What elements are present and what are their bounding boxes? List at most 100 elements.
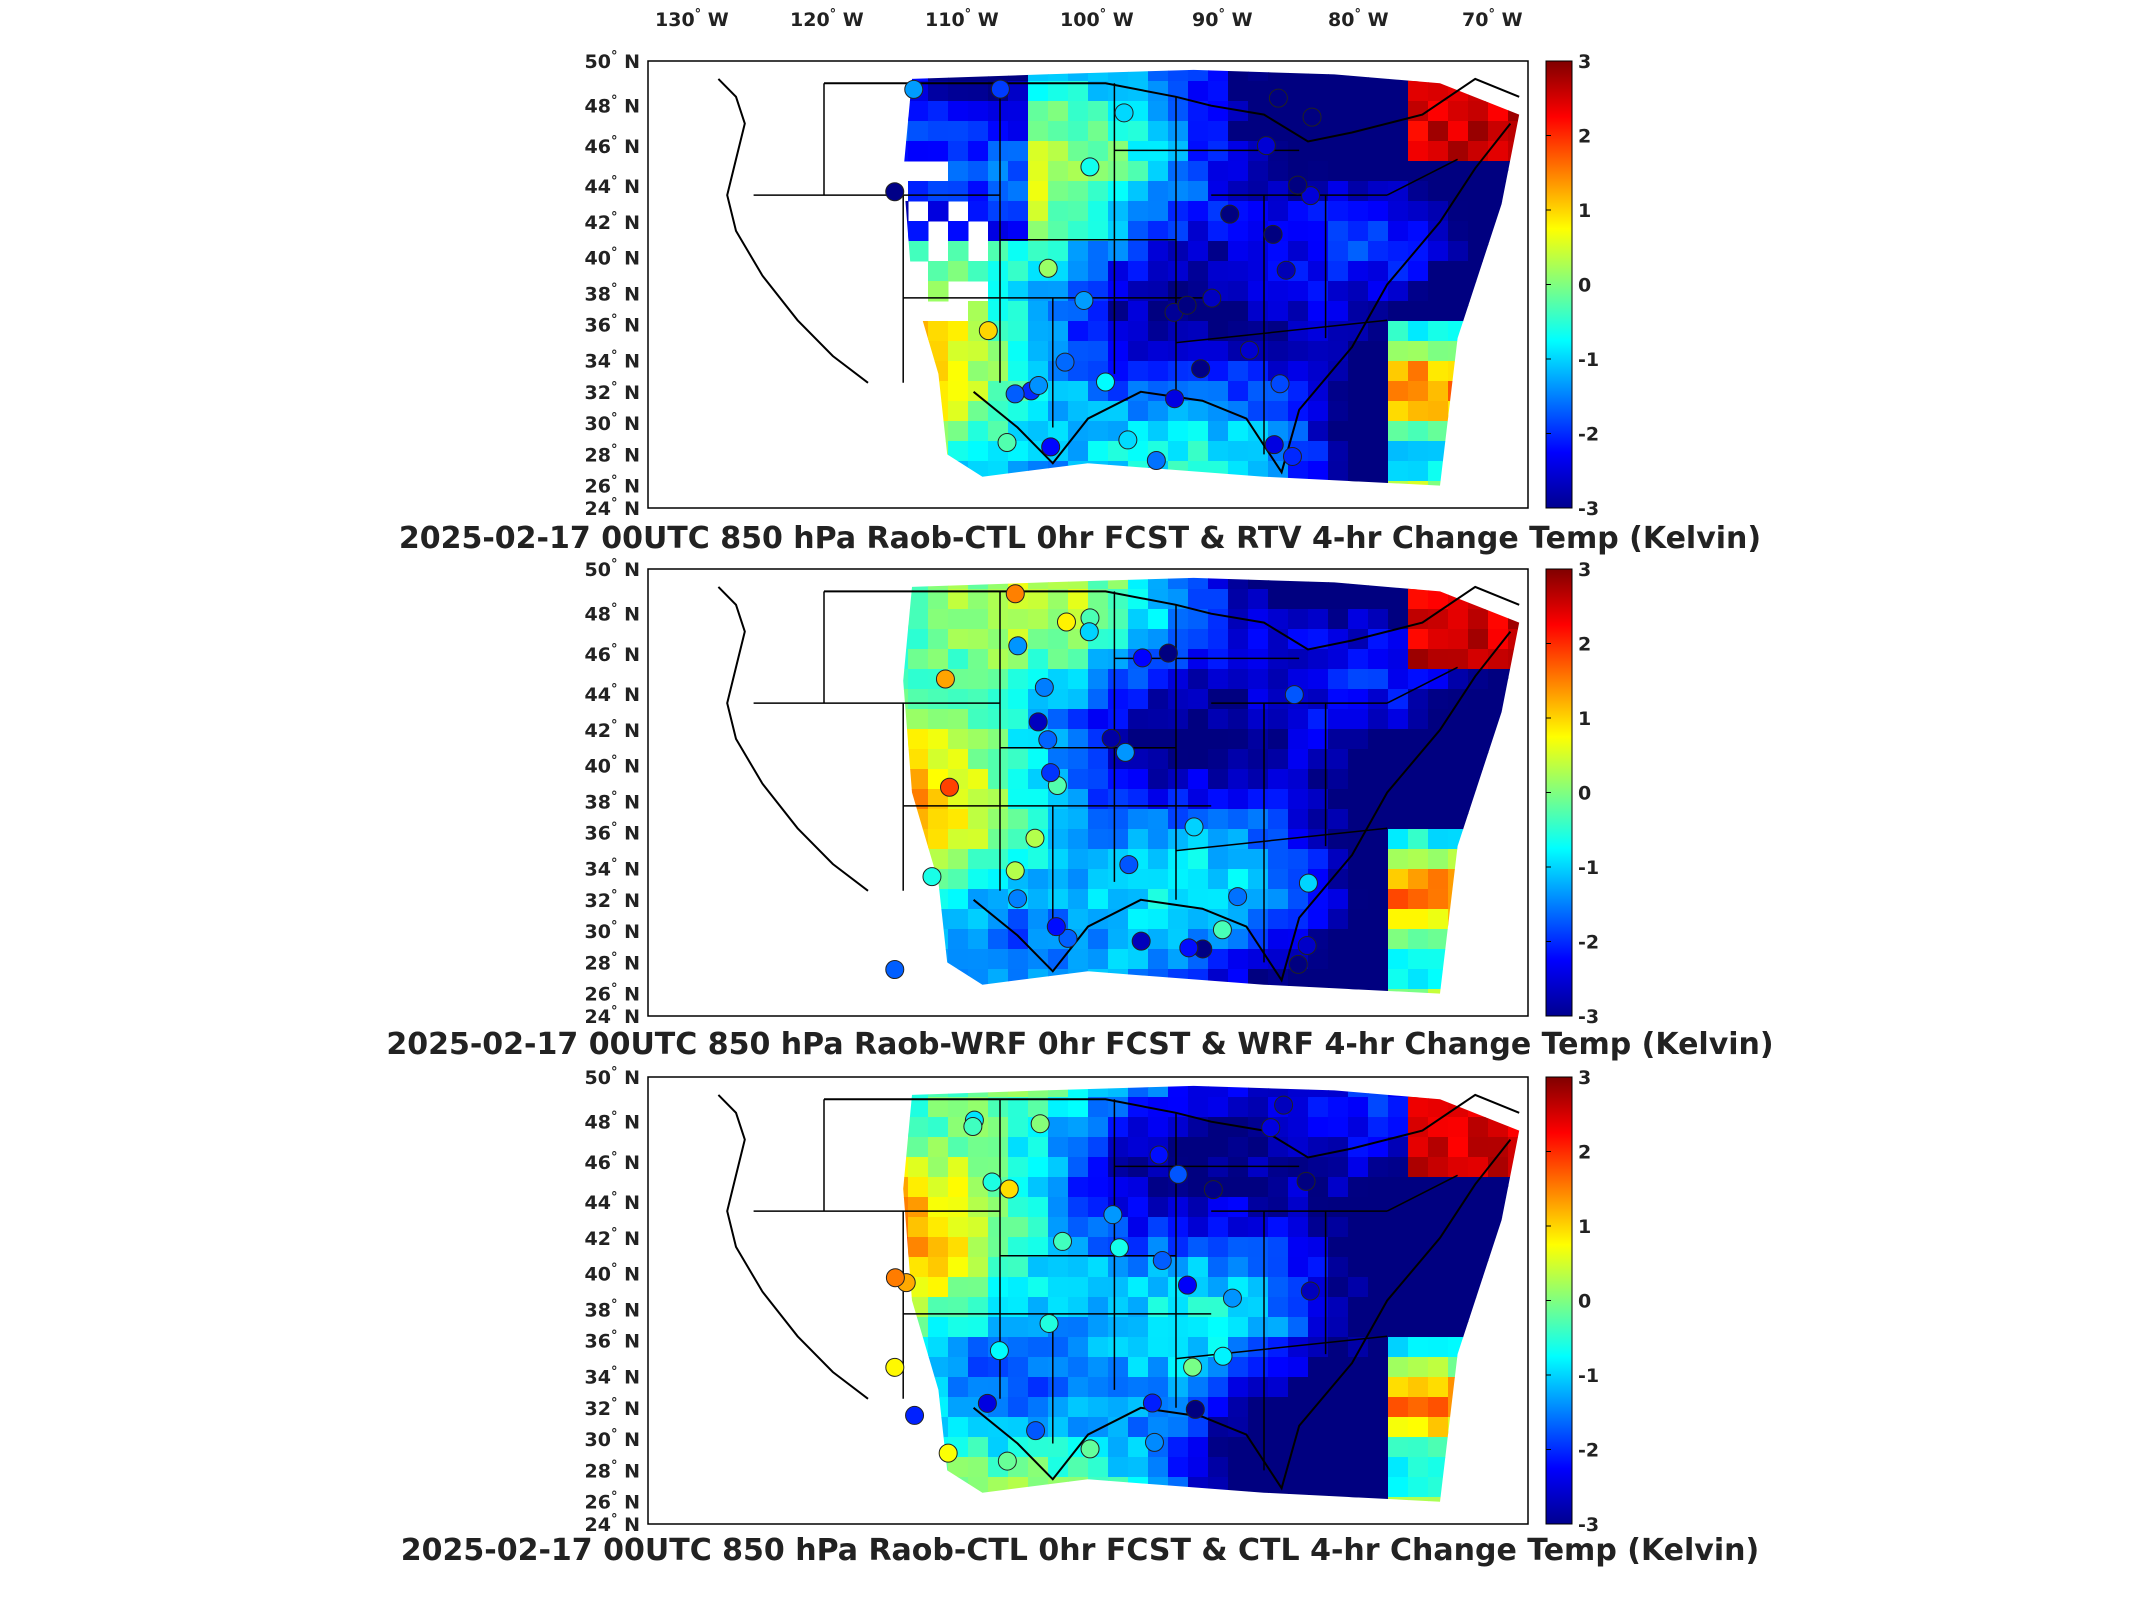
field-cell (1408, 1097, 1429, 1118)
colorbar-tick-label: 2 (1578, 1142, 1591, 1164)
field-cell (1408, 1157, 1429, 1178)
field-cell (1388, 401, 1409, 422)
field-cell (1188, 261, 1209, 282)
field-cell (1268, 1357, 1289, 1378)
field-cell (1168, 609, 1189, 630)
field-cell (1388, 669, 1409, 690)
field-cell (1088, 321, 1109, 342)
field-cell (1068, 69, 1089, 82)
field-cell (1348, 769, 1369, 790)
field-cell (1308, 69, 1329, 82)
field-cell (1348, 889, 1369, 910)
field-cell (1068, 221, 1089, 242)
field-cell (1028, 849, 1049, 870)
field-cell (1448, 1157, 1469, 1178)
raob-station-marker (1282, 446, 1302, 466)
field-cell (1368, 1297, 1389, 1318)
map-panel-1: 50° N48° N46° N44° N42° N40° N38° N36° N… (585, 49, 1600, 520)
field-cell (1228, 789, 1249, 810)
field-cell (1268, 749, 1289, 770)
field-cell (1408, 1317, 1429, 1338)
field-cell (1368, 1097, 1389, 1118)
field-cell (1468, 709, 1489, 730)
field-cell (1248, 749, 1269, 770)
field-cell (1248, 1397, 1269, 1418)
field-cell (928, 1337, 949, 1358)
field-cell (988, 1097, 1009, 1118)
lat-label-40: 40° N (585, 754, 640, 778)
field-cell (988, 381, 1009, 402)
field-cell (1388, 181, 1409, 202)
field-cell (968, 421, 989, 442)
field-cell (1048, 577, 1069, 590)
raob-station-marker (1041, 437, 1061, 457)
field-cell (1428, 1217, 1449, 1238)
field-cell (948, 421, 969, 442)
field-cell (1048, 281, 1069, 302)
field-cell (968, 261, 989, 282)
field-cell (1368, 241, 1389, 262)
field-cell (1408, 321, 1429, 342)
field-cell (1368, 261, 1389, 282)
field-cell (1048, 589, 1069, 610)
field-cell (1008, 1297, 1029, 1318)
field-cell (1008, 829, 1029, 850)
lat-label-46: 46° N (585, 642, 640, 666)
field-cell (1248, 301, 1269, 322)
field-cell (1208, 341, 1229, 362)
field-cell (1008, 69, 1029, 82)
field-cell (968, 1277, 989, 1298)
field-cell (1068, 1117, 1089, 1138)
field-cell (1428, 1497, 1449, 1502)
field-cell (1228, 69, 1249, 82)
field-cell (1308, 749, 1329, 770)
field-cell (908, 1217, 929, 1238)
field-cell (1348, 929, 1369, 950)
field-cell (1388, 969, 1409, 990)
field-cell (1088, 1417, 1109, 1438)
field-cell (1308, 589, 1329, 610)
field-cell (1288, 161, 1309, 182)
field-cell (1448, 201, 1469, 222)
field-cell (1028, 341, 1049, 362)
field-cell (1068, 1377, 1089, 1398)
raob-station-marker (1212, 920, 1232, 940)
field-cell (1308, 1317, 1329, 1338)
field-cell (1088, 1357, 1109, 1378)
field-cell (1128, 1417, 1149, 1438)
field-cell (1128, 81, 1149, 102)
field-cell (1208, 81, 1229, 102)
field-cell (1188, 81, 1209, 102)
field-cell (1088, 1317, 1109, 1338)
field-cell (1148, 829, 1169, 850)
lat-label-38: 38° N (585, 1297, 640, 1321)
field-cell (928, 1217, 949, 1238)
field-cell (1128, 577, 1149, 590)
field-cell (1248, 949, 1269, 970)
field-cell (988, 341, 1009, 362)
field-cell (1008, 141, 1029, 162)
raob-station-marker (1131, 931, 1151, 951)
field-cell (1008, 301, 1029, 322)
field-cell (1148, 281, 1169, 302)
field-cell (908, 1177, 929, 1198)
field-cell (1188, 609, 1209, 630)
field-cell (1128, 381, 1149, 402)
field-cell (1028, 301, 1049, 322)
field-cell (1348, 261, 1369, 282)
field-cell (1388, 461, 1409, 482)
field-cell (1228, 1085, 1249, 1098)
field-cell (1228, 441, 1249, 462)
field-cell (1188, 1297, 1209, 1318)
field-cell (928, 121, 949, 142)
field-cell (968, 1217, 989, 1238)
field-cell (1328, 201, 1349, 222)
field-cell (1408, 1297, 1429, 1318)
field-cell (1108, 1177, 1129, 1198)
field-cell (968, 1317, 989, 1338)
field-cell (988, 709, 1009, 730)
field-cell (1488, 1157, 1509, 1178)
field-cell (968, 829, 989, 850)
field-cell (1028, 789, 1049, 810)
lat-label-34: 34° N (585, 1364, 640, 1388)
